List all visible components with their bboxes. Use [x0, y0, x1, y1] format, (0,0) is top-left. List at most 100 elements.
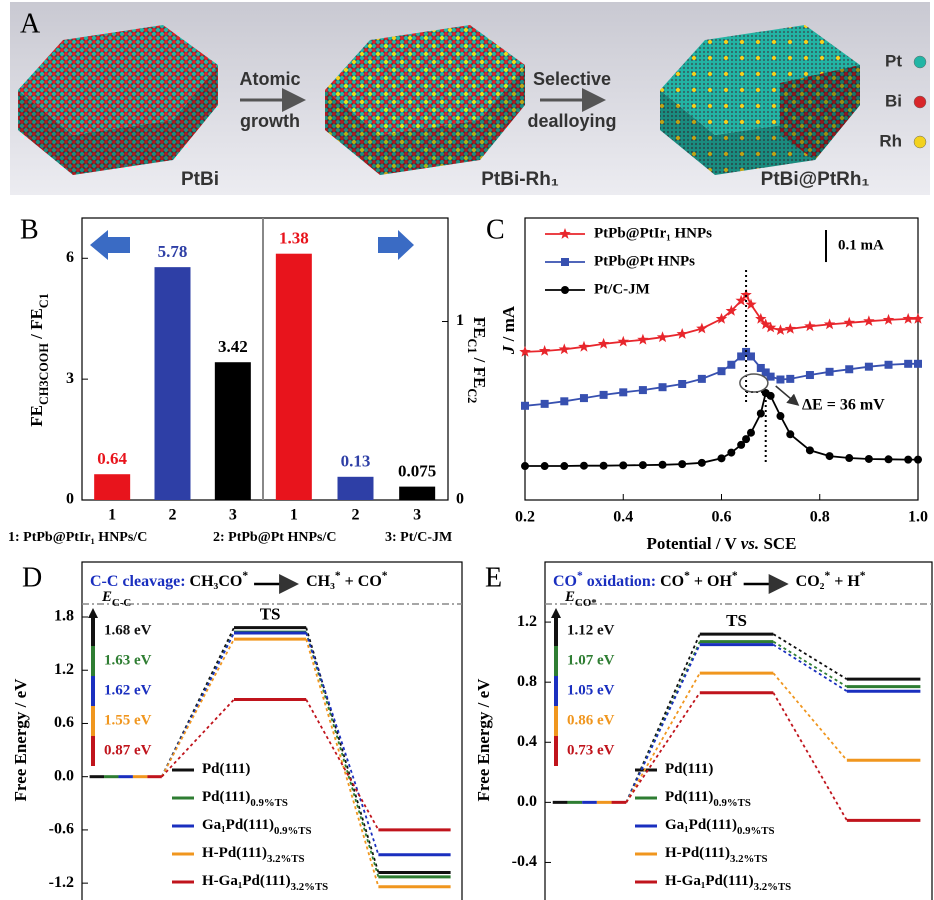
panel-label: E: [485, 562, 502, 593]
y-tick-label: 6: [66, 249, 74, 266]
x-tick-label: 0.8: [810, 509, 830, 526]
arrow-caption: growth: [240, 111, 300, 131]
y-tick-label: 0.0: [54, 767, 74, 784]
footnote: 1: PtPb@PtIr₁ HNPs/C: [8, 530, 147, 545]
footnote: 3: Pt/C-JM: [385, 530, 452, 545]
data-point: [904, 360, 912, 368]
axis-direction-arrow: [378, 230, 414, 260]
annotation-ring: [740, 374, 768, 392]
data-point: [521, 402, 529, 410]
x-axis-title: Potential / V vs. SCE: [646, 534, 796, 553]
data-point: [619, 388, 627, 396]
data-point: [806, 446, 814, 454]
y-axis-title-part: C1: [37, 293, 51, 308]
legend-label-part: Pd(111): [665, 789, 713, 805]
chart-title: CO* oxidation: CO* + OH*: [553, 570, 738, 590]
energy-connector: [162, 639, 234, 777]
data-point: [742, 435, 750, 443]
y2-axis-title-part: C1: [465, 338, 479, 353]
value-label: 5.78: [158, 242, 188, 261]
x-tick-label: 2: [169, 507, 177, 524]
y-axis-title-part: FE: [27, 405, 46, 427]
energy-value-label: 1.55 eV: [104, 712, 152, 728]
legend-label: Bi: [885, 91, 902, 110]
data-point: [560, 397, 568, 405]
data-point: [785, 323, 796, 334]
data-point: [845, 454, 853, 462]
energy-value-label: 0.86 eV: [567, 712, 615, 728]
chart-title-part: CO₂: [796, 573, 825, 590]
energy-value-label: 1.68 eV: [104, 622, 152, 638]
energy-scale-segment: [91, 646, 95, 676]
plot-frame: [82, 218, 448, 500]
data-point: [639, 461, 647, 469]
data-point: [718, 454, 726, 462]
page: AAtomicgrowthSelectivedealloyingPtBiPtBi…: [0, 0, 934, 900]
data-point: [541, 400, 549, 408]
chart-title-part: *: [732, 570, 738, 582]
legend-label-part: Ga₁Pd(111): [202, 817, 274, 833]
energy-connector: [626, 693, 700, 803]
x-axis-title-part: vs.: [741, 534, 759, 553]
legend-label-part: 3.2%TS: [754, 881, 792, 893]
energy-scale-segment: [91, 676, 95, 706]
y-axis-title: Free Energy / eV: [474, 678, 493, 802]
energy-value-label: 1.12 eV: [567, 622, 615, 638]
panel-label: D: [22, 562, 42, 593]
chart-title: CH₃* + CO*: [306, 570, 388, 590]
data-point: [578, 341, 590, 352]
energy-scale-segment: [554, 706, 558, 736]
legend-label: Pt: [885, 51, 902, 70]
y-tick-label: 0.8: [517, 673, 537, 690]
legend-label-part: Ga₁Pd(111): [665, 817, 737, 833]
legend-label: Ga₁Pd(111)0.9%TS: [202, 817, 312, 837]
data-point: [677, 328, 688, 339]
legend-label: H-Ga₁Pd(111)3.2%TS: [665, 873, 791, 893]
legend-label-part: H-Pd(111): [202, 845, 267, 861]
annotation-arrow: [776, 386, 797, 404]
data-point: [885, 361, 893, 369]
bar: [155, 267, 191, 500]
y-axis-title: J / mA: [499, 305, 518, 355]
data-point: [775, 324, 787, 335]
data-point: [580, 394, 588, 402]
y-tick-label: 0.4: [517, 733, 537, 750]
chart-title-part: CH₃CO: [190, 573, 243, 590]
bar: [399, 487, 435, 500]
data-point: [727, 361, 735, 369]
y-axis-title: Free Energy / eV: [11, 678, 30, 802]
ts-label: TS: [726, 611, 747, 630]
legend-label: Ga₁Pd(111)0.9%TS: [665, 817, 775, 837]
energy-value-label: 1.63 eV: [104, 652, 152, 668]
data-point: [559, 343, 570, 354]
legend-label-part: H-Pd(111): [665, 845, 730, 861]
chart-title-part: + H: [830, 573, 860, 590]
data-point: [698, 459, 706, 467]
energy-connector: [306, 628, 378, 873]
arrow-caption: Selective: [533, 69, 611, 89]
energy-value-label: 0.87 eV: [104, 742, 152, 758]
bar: [338, 477, 374, 500]
data-point: [727, 449, 735, 457]
data-point: [747, 429, 755, 437]
value-label: 1.38: [279, 229, 309, 248]
y2-axis-title: FEC1 / FEC2: [465, 317, 489, 404]
energy-scale-segment: [554, 616, 558, 646]
x-tick-label: 1: [108, 507, 116, 524]
legend-label: Pd(111): [202, 761, 250, 777]
y2-tick-label: 1: [456, 312, 464, 329]
value-label: 0.075: [398, 462, 436, 481]
energy-connector: [306, 700, 378, 830]
energy-connector: [773, 693, 847, 821]
y-tick-label: 3: [66, 370, 74, 387]
energy-axis-label-part: E: [564, 589, 575, 605]
data-point: [904, 456, 912, 464]
y-axis-title-part: J: [499, 345, 518, 355]
x-axis-title-part: SCE: [759, 534, 796, 553]
legend-atom: [914, 56, 926, 68]
stage-label: PtBi@PtRh₁: [761, 169, 870, 190]
y2-axis-title-part: / FE: [470, 353, 489, 388]
chart-title-part: *: [860, 570, 866, 582]
data-point: [659, 461, 667, 469]
chart-title-part: oxidation:: [583, 573, 660, 590]
